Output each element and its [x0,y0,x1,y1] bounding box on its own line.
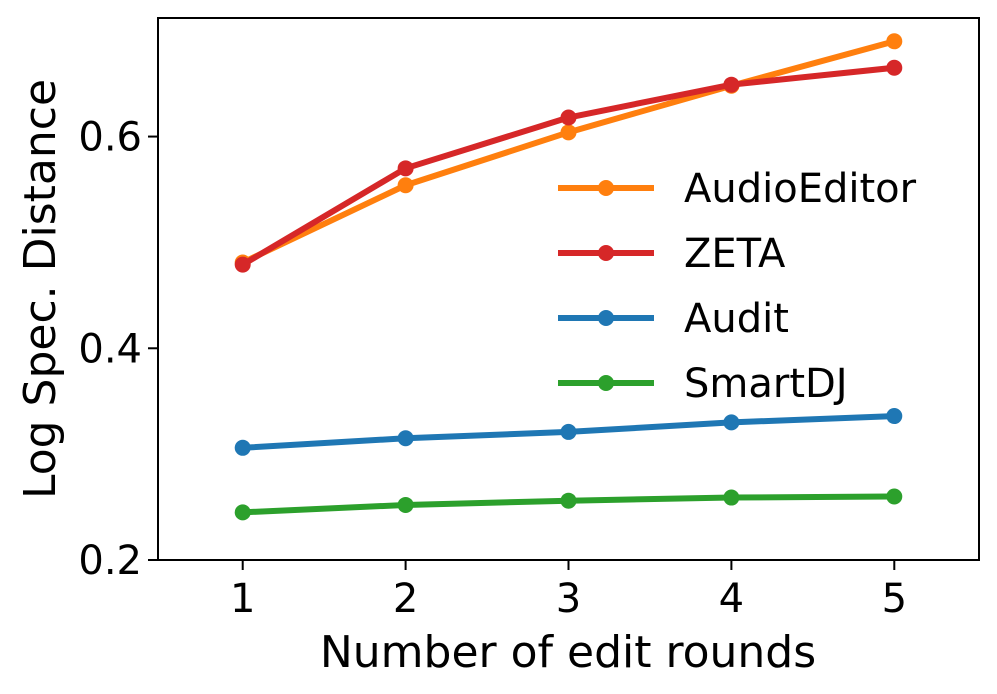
x-tick-label: 3 [556,576,581,622]
series-line-audioeditor [239,38,898,266]
plot-area-frame [157,17,980,561]
legend-marker [598,310,614,326]
legend-label: SmartDJ [684,361,848,407]
data-point-smartdj [886,488,903,505]
data-point-audioeditor [886,33,903,50]
x-axis-label: Number of edit rounds [320,627,816,678]
data-point-audioeditor [560,124,577,141]
data-point-smartdj [397,496,414,513]
legend-item-smartdj: SmartDJ [558,361,848,407]
data-point-smartdj [723,489,740,506]
legend-label: ZETA [684,231,786,277]
data-point-zeta [886,59,903,76]
data-point-zeta [234,256,251,273]
data-point-audioeditor [397,177,414,194]
legend-label: Audit [684,296,789,342]
y-axis-label: Log Spec. Distance [15,79,66,499]
legend-label: AudioEditor [684,166,917,212]
legend-marker [598,180,614,196]
x-tick-label: 1 [230,576,255,622]
data-point-audit [397,430,414,447]
data-point-smartdj [560,492,577,509]
data-point-audit [886,408,903,425]
x-axis-ticks: 1 2 3 4 5 [230,560,907,622]
data-point-zeta [397,160,414,177]
data-point-smartdj [234,504,251,521]
x-tick-label: 4 [719,576,744,622]
legend-marker [598,245,614,261]
legend-item-audioeditor: AudioEditor [558,166,917,212]
x-tick-label: 2 [393,576,418,622]
data-point-zeta [560,109,577,126]
y-tick-label: 0.2 [78,538,142,584]
series-layer [234,33,903,521]
y-tick-label: 0.6 [78,115,142,161]
legend-marker [598,375,614,391]
legend-item-zeta: ZETA [558,231,786,277]
legend-item-audit: Audit [558,296,789,342]
data-point-audit [723,414,740,431]
legend: AudioEditor ZETA Audit SmartDJ [558,166,917,407]
data-point-audit [234,439,251,456]
data-point-audit [560,423,577,440]
y-axis-ticks: 0.2 0.4 0.6 [78,115,158,584]
x-tick-label: 5 [882,576,907,622]
y-tick-label: 0.4 [78,326,142,372]
data-point-zeta [723,76,740,93]
